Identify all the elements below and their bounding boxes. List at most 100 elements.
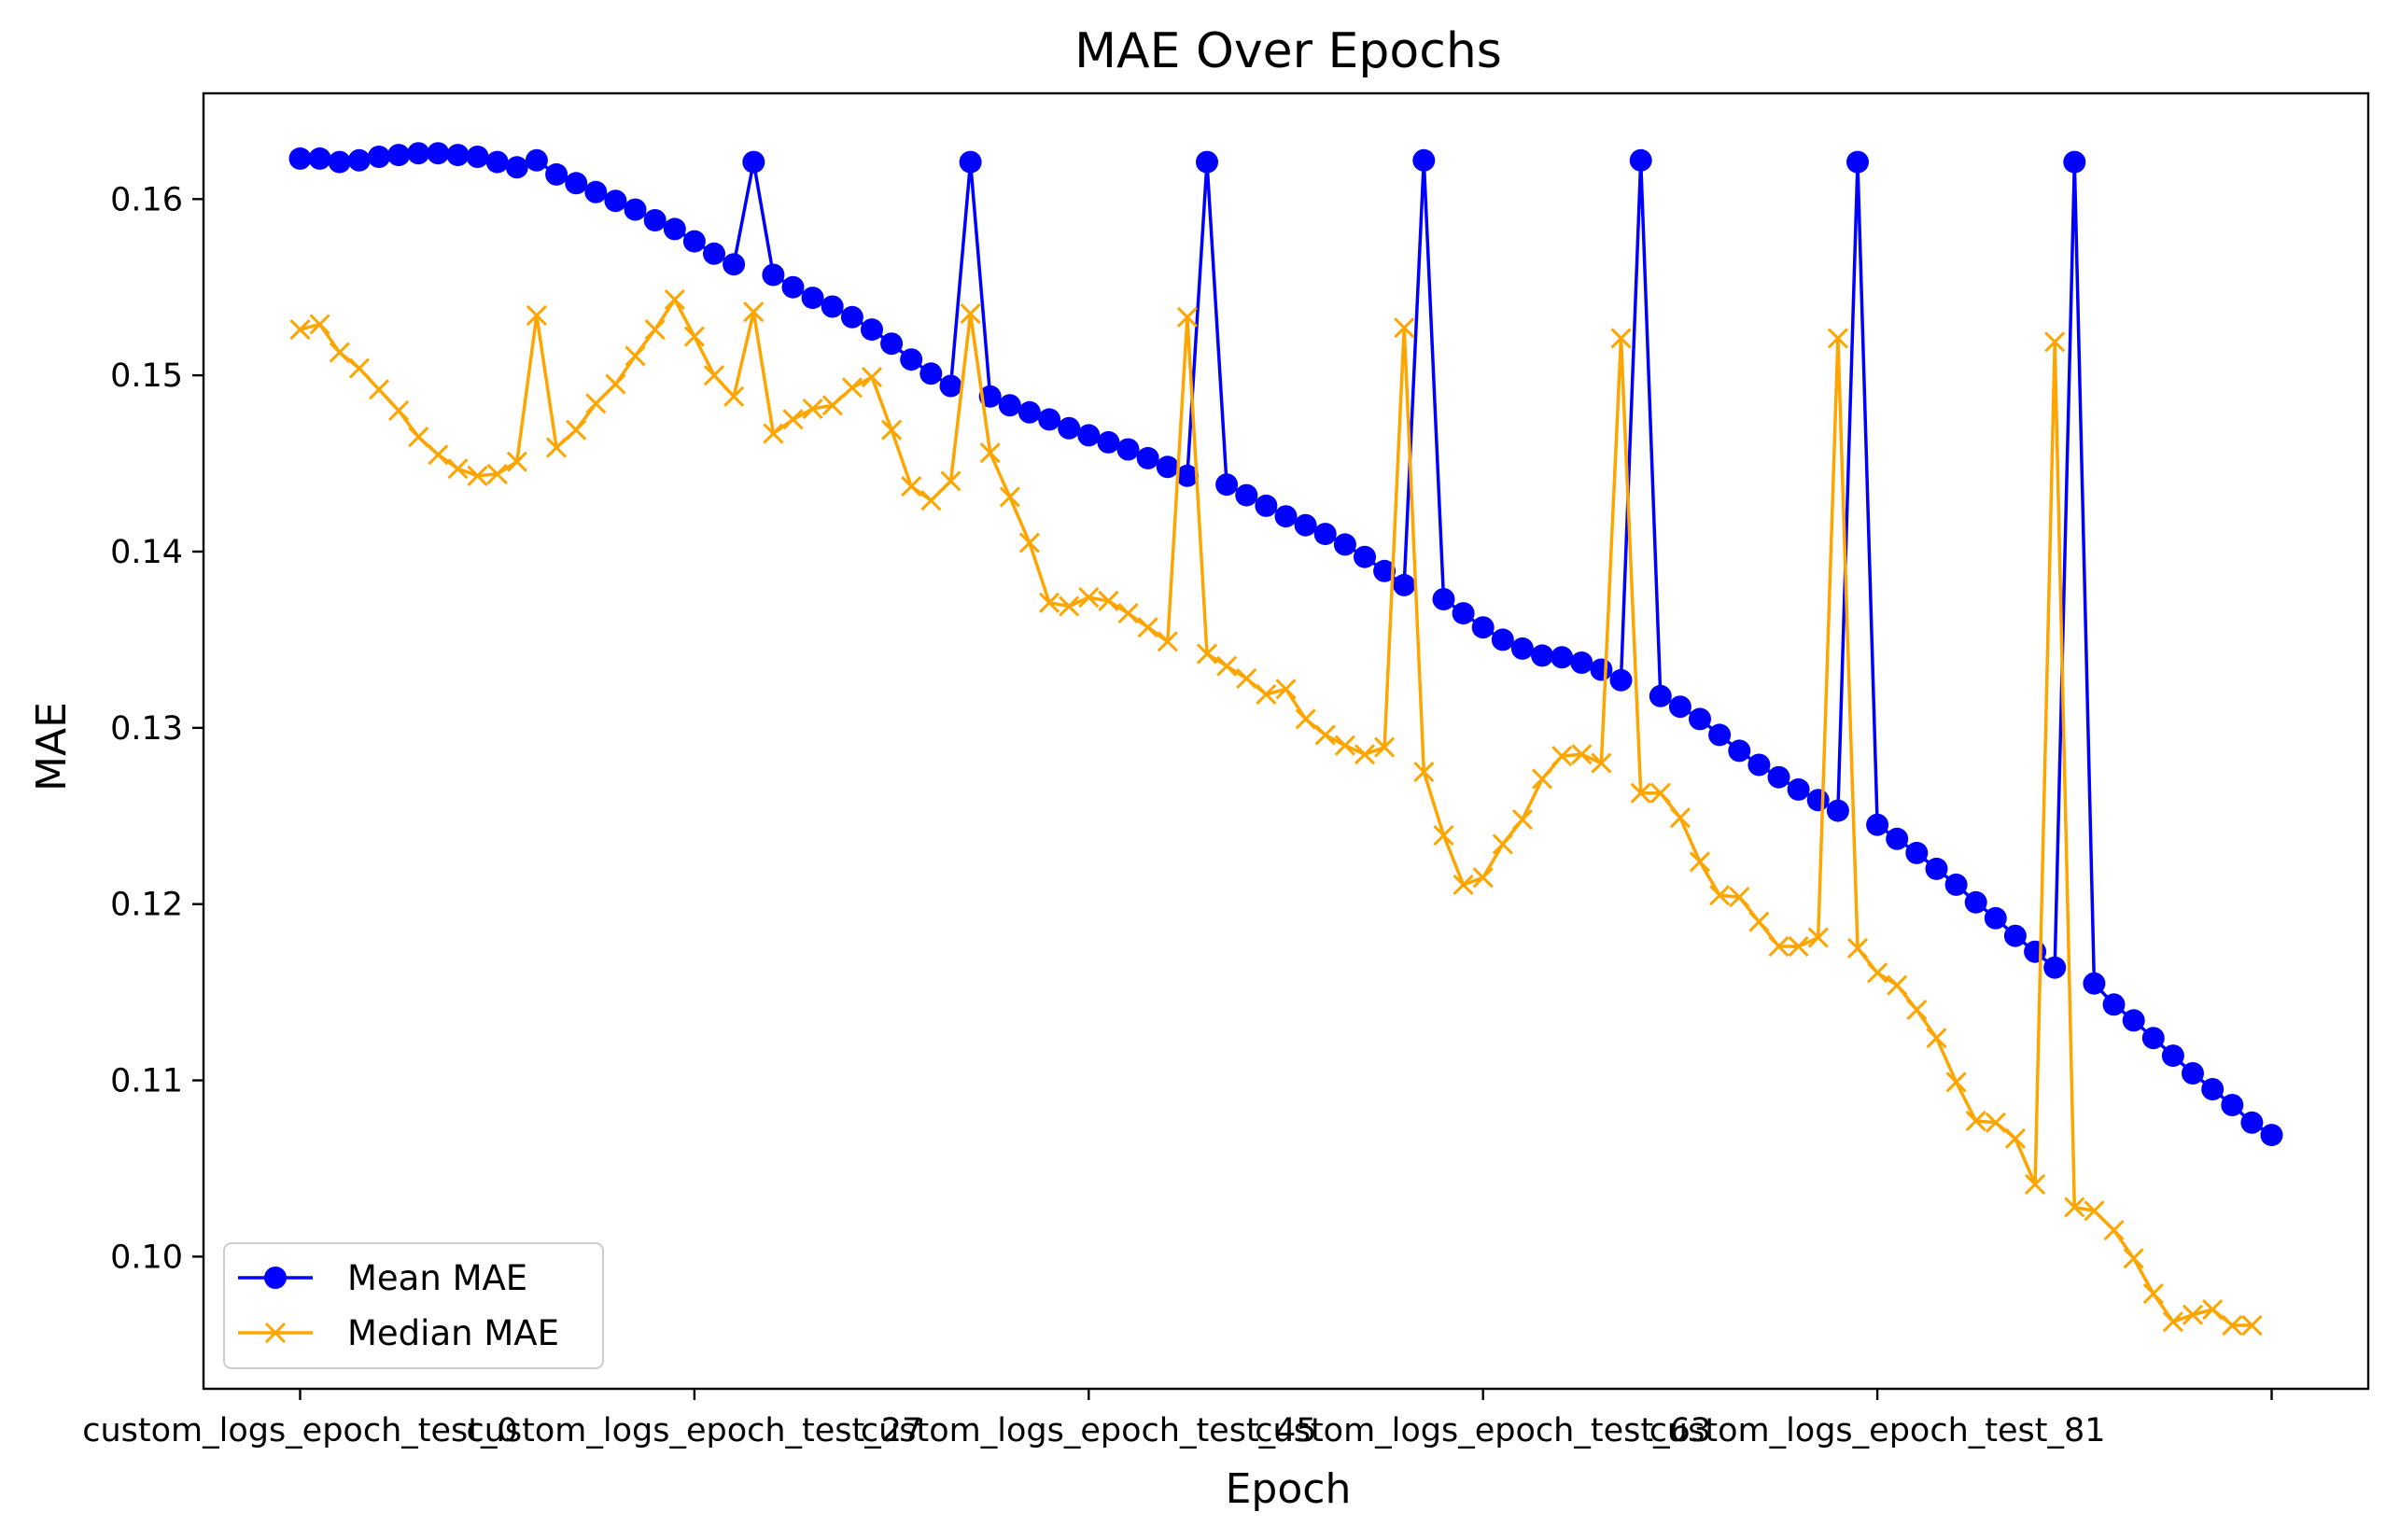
mean-mae-point xyxy=(1373,559,1396,582)
mean-mae-point xyxy=(1038,408,1061,431)
mean-mae-point xyxy=(2141,1027,2165,1050)
median-mae-point xyxy=(901,476,922,497)
median-mae-point xyxy=(960,302,981,325)
mean-mae-point xyxy=(1215,473,1239,497)
median-mae-point xyxy=(1098,590,1119,611)
mean-mae-point xyxy=(1393,573,1416,596)
median-mae-point xyxy=(566,419,587,441)
median-mae-point xyxy=(1137,617,1158,638)
median-mae-point xyxy=(486,463,508,484)
mean-mae-point xyxy=(1846,150,1869,174)
median-mae-point xyxy=(920,490,942,511)
median-mae-point xyxy=(1768,935,1789,958)
median-mae-point xyxy=(1906,999,1928,1021)
mean-mae-point xyxy=(1333,533,1356,556)
mean-mae-point xyxy=(1570,651,1593,674)
median-mae-point xyxy=(1965,1110,1986,1132)
median-mae-point xyxy=(1078,587,1100,609)
x-tick-label: custom_logs_epoch_test_0 xyxy=(82,1412,518,1449)
mean-mae-point xyxy=(821,295,844,318)
mean-mae-point xyxy=(1590,658,1613,681)
median-mae-point xyxy=(1176,306,1198,328)
median-mae-point xyxy=(408,427,429,448)
mean-mae-point xyxy=(2083,972,2106,995)
median-mae-point xyxy=(723,385,745,407)
mean-mae-point xyxy=(1728,739,1751,763)
mean-mae-point xyxy=(565,172,588,195)
mean-mae-point xyxy=(2063,150,2086,174)
median-mae-point xyxy=(1945,1071,1967,1093)
legend-mean-marker xyxy=(264,1267,287,1289)
median-mae-point xyxy=(979,442,1001,464)
mean-mae-point xyxy=(2122,1009,2145,1032)
mean-mae-point xyxy=(643,209,667,231)
median-mae-point xyxy=(1827,328,1848,349)
mean-mae-point xyxy=(328,150,351,174)
median-mae-point xyxy=(1807,927,1829,948)
mean-mae-point xyxy=(2003,924,2027,947)
mean-mae-point xyxy=(959,150,982,174)
median-mae-point xyxy=(2044,331,2066,353)
median-mae-point xyxy=(1669,807,1691,829)
y-tick-label: 0.12 xyxy=(110,887,183,924)
median-mae-point xyxy=(1394,317,1415,339)
median-mae-point xyxy=(1551,745,1573,767)
mean-mae-point xyxy=(545,162,568,186)
median-mae-point xyxy=(664,288,685,311)
median-mae-point xyxy=(388,399,410,421)
median-mae-point xyxy=(1413,761,1435,783)
median-mae-point xyxy=(1354,744,1376,765)
mean-mae-point xyxy=(801,287,824,310)
median-mae-point xyxy=(447,458,469,480)
median-mae-point xyxy=(999,486,1020,508)
mean-mae-point xyxy=(762,263,785,287)
mean-mae-point xyxy=(1175,464,1199,487)
median-mae-point xyxy=(1453,874,1474,895)
median-mae-point xyxy=(1630,782,1651,804)
median-mae-point xyxy=(1295,708,1316,730)
mean-mae-point xyxy=(2024,940,2047,963)
mean-mae-point xyxy=(2102,993,2126,1016)
plot-area-frame xyxy=(202,91,2370,1391)
median-mae-point xyxy=(2241,1314,2263,1337)
legend: Mean MAE Median MAE xyxy=(223,1242,604,1369)
median-mae-point xyxy=(348,357,370,379)
mean-mae-point xyxy=(742,150,765,174)
median-mae-point xyxy=(428,444,449,466)
mean-mae-point xyxy=(1058,416,1081,440)
mean-mae-point xyxy=(1629,148,1652,172)
mean-mae-point xyxy=(682,230,706,253)
mean-mae-point xyxy=(387,144,411,167)
median-mae-point xyxy=(1059,595,1080,617)
y-tick-label: 0.14 xyxy=(110,534,183,571)
median-mae-point xyxy=(881,419,903,441)
median-mae-point xyxy=(1038,592,1060,613)
median-mae-point xyxy=(2123,1248,2144,1269)
mean-mae-point xyxy=(1116,438,1140,461)
legend-box xyxy=(223,1242,604,1369)
mean-mae-point xyxy=(1432,588,1455,610)
mean-mae-point xyxy=(1668,695,1691,719)
x-tick-label: custom_logs_epoch_test_63 xyxy=(1255,1412,1711,1449)
mean-mae-point xyxy=(525,148,548,172)
mean-mae-point xyxy=(919,362,943,385)
chart-title: MAE Over Epochs xyxy=(1074,23,1502,79)
mean-mae-point xyxy=(584,180,608,203)
median-mae-point xyxy=(763,423,784,444)
median-mae-point xyxy=(940,470,961,492)
y-tick-label: 0.10 xyxy=(110,1239,183,1276)
y-axis: 0.10 0.11 0.12 0.13 0.14 0.15 0.16 xyxy=(110,181,204,1276)
median-mae-point xyxy=(2202,1298,2224,1321)
median-mae-point xyxy=(1571,744,1593,765)
median-mae-point xyxy=(1334,735,1355,756)
median-mae-point xyxy=(1748,911,1770,932)
mean-mae-point xyxy=(624,198,647,221)
median-mae-point xyxy=(1018,532,1041,553)
mean-mae-point xyxy=(1689,707,1711,731)
mean-mae-point xyxy=(1984,906,2007,930)
mean-mae-point xyxy=(1609,668,1633,692)
series-median-mae xyxy=(289,288,2263,1337)
mean-mae-point xyxy=(880,332,904,356)
mean-mae-point xyxy=(1255,494,1278,517)
mean-mae-point xyxy=(2182,1062,2204,1085)
